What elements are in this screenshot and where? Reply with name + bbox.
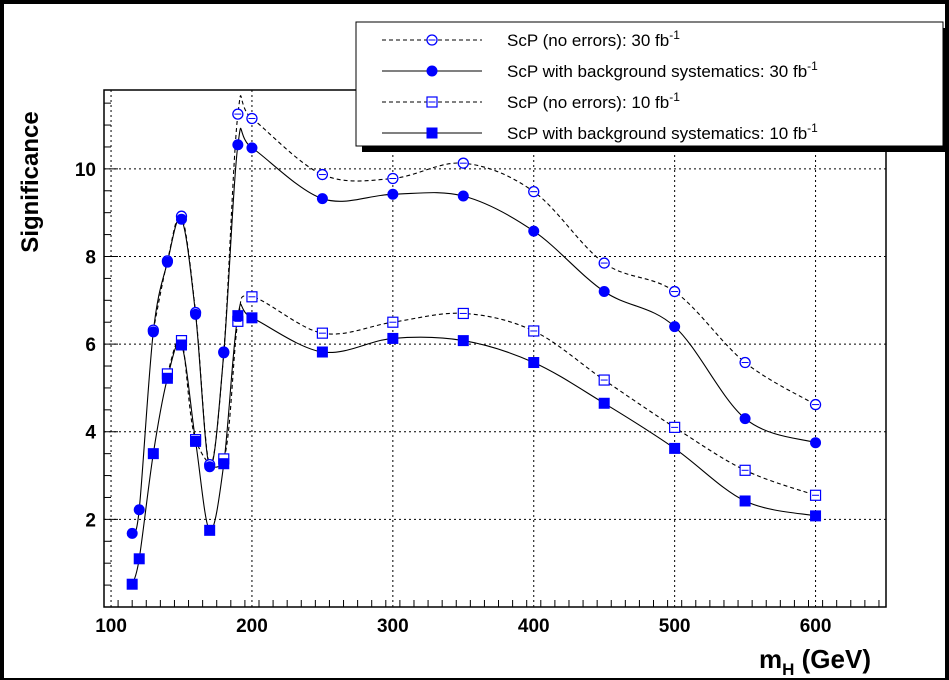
- legend-label-3: ScP (no errors): 10 fb-1: [507, 90, 680, 112]
- data-point-series-2: [598, 286, 610, 298]
- legend-label-1: ScP (no errors): 30 fb-1: [507, 28, 680, 50]
- series-line-3: [166, 295, 816, 496]
- data-point-series-2: [133, 504, 145, 516]
- data-point-series-2: [810, 437, 822, 449]
- data-point-series-4: [190, 435, 202, 447]
- data-point-series-2: [204, 461, 216, 473]
- markers: [126, 108, 822, 590]
- data-point-series-2: [190, 308, 202, 320]
- y-tick-label: 4: [85, 423, 96, 444]
- y-tick-label: 2: [85, 510, 96, 531]
- legend-entries: ScP (no errors): 30 fb-1 ScP with backgro…: [382, 28, 818, 143]
- data-point-series-2: [126, 527, 138, 539]
- legend-label-4: ScP with background systematics: 10 fb-1: [507, 121, 818, 143]
- data-point-series-3: [809, 489, 822, 501]
- data-point-series-4: [810, 510, 822, 522]
- data-point-series-2: [246, 142, 258, 154]
- x-tick-label: 300: [377, 616, 409, 637]
- data-point-series-2: [175, 213, 187, 225]
- data-point-series-3: [528, 325, 540, 337]
- data-point-series-2: [528, 225, 540, 237]
- x-tick-label: 200: [236, 616, 268, 637]
- y-tick-label: 6: [85, 335, 96, 356]
- y-tick-label: 8: [85, 247, 96, 268]
- data-point-series-4: [669, 442, 681, 454]
- data-point-series-4: [133, 553, 145, 565]
- legend: ScP (no errors): 30 fb-1 ScP with backgro…: [355, 21, 945, 152]
- data-point-series-1: [387, 172, 399, 185]
- data-point-series-4: [316, 346, 328, 358]
- series-line-2: [131, 127, 816, 534]
- data-point-series-4: [147, 448, 159, 460]
- x-axis-title: mH (GeV): [759, 644, 871, 678]
- data-point-series-1: [457, 157, 469, 169]
- data-point-series-2: [218, 347, 230, 359]
- data-point-series-2: [669, 321, 681, 333]
- x-tick-label: 500: [659, 616, 691, 637]
- data-point-series-4: [457, 335, 469, 347]
- data-point-series-3: [739, 464, 751, 476]
- data-point-series-4: [218, 458, 230, 470]
- chart-svg: 100 200 300 400 500 600 2 4 6 8 10 Significance mH…: [17, 21, 945, 678]
- data-point-series-4: [204, 524, 216, 536]
- data-point-series-4: [126, 578, 138, 590]
- data-point-series-4: [739, 495, 751, 507]
- data-point-series-4: [598, 397, 610, 409]
- series-line-4: [131, 303, 816, 585]
- data-point-series-1: [668, 285, 681, 298]
- data-point-series-3: [316, 327, 328, 339]
- data-point-series-2: [161, 256, 173, 268]
- legend-marker-3: [426, 96, 438, 108]
- data-point-series-3: [387, 316, 399, 328]
- ticks: [103, 102, 880, 607]
- data-point-series-1: [528, 185, 540, 198]
- data-point-series-1: [598, 257, 610, 269]
- legend-label-2: ScP with background systematics: 30 fb-1: [507, 59, 818, 81]
- data-point-series-3: [246, 291, 258, 303]
- x-tick-label: 100: [95, 616, 127, 637]
- legend-marker-1: [426, 34, 438, 46]
- data-point-series-4: [161, 372, 173, 384]
- data-point-series-2: [232, 139, 244, 151]
- data-point-series-1: [809, 398, 822, 411]
- x-tick-label: 400: [518, 616, 550, 637]
- legend-marker-2: [426, 65, 438, 77]
- legend-box: [355, 21, 944, 147]
- data-point-series-2: [387, 188, 399, 200]
- y-axis-title: Significance: [17, 111, 44, 252]
- data-point-series-2: [147, 326, 159, 338]
- data-point-series-4: [528, 357, 540, 369]
- tick-labels: 100 200 300 400 500 600 2 4 6 8 10: [75, 160, 832, 637]
- data-point-series-4: [232, 310, 244, 322]
- y-tick-label: 10: [75, 160, 96, 181]
- data-point-series-1: [246, 112, 258, 125]
- data-point-series-1: [316, 168, 329, 181]
- data-point-series-1: [232, 108, 244, 120]
- data-point-series-4: [387, 332, 399, 344]
- data-point-series-3: [457, 307, 469, 320]
- data-point-series-1: [739, 356, 751, 369]
- legend-marker-4: [426, 127, 438, 139]
- data-point-series-2: [316, 193, 328, 205]
- data-point-series-3: [598, 374, 610, 386]
- x-tick-label: 600: [800, 616, 832, 637]
- chart-canvas: 100 200 300 400 500 600 2 4 6 8 10 Significance mH…: [4, 4, 945, 678]
- data-point-series-2: [457, 190, 469, 202]
- data-point-series-2: [739, 413, 751, 425]
- data-point-series-3: [669, 421, 681, 433]
- data-point-series-4: [246, 312, 258, 324]
- data-point-series-4: [175, 339, 187, 351]
